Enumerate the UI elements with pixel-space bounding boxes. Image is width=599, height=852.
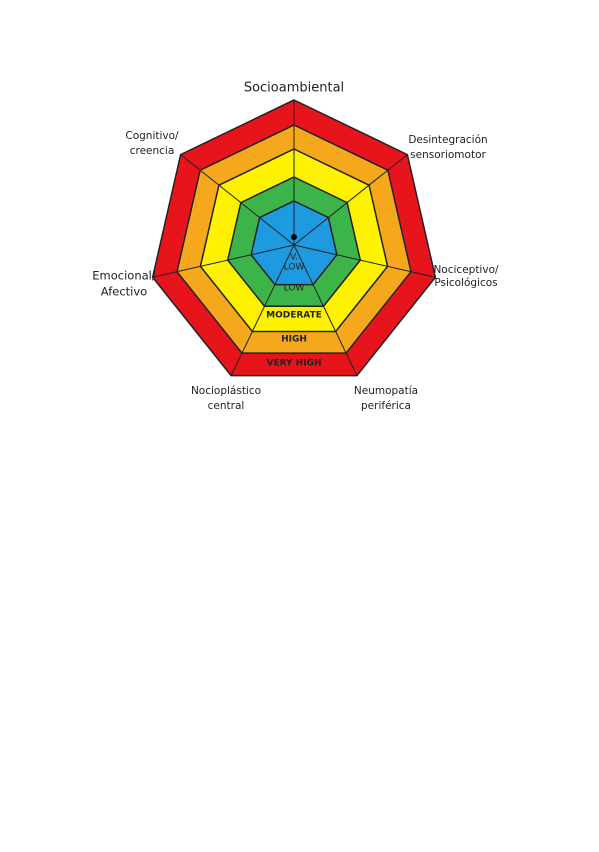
axis-label: sensoriomotor [410,149,486,161]
spoke [293,154,408,246]
axis-label: Desintegración [408,134,487,146]
axis-label: periférica [361,400,411,412]
axis-label: Emocional/ [92,269,156,283]
axis-label: Nocioplástico [191,385,261,397]
level-label: V. [290,253,298,263]
level-label: LOW [284,284,305,294]
axis-label: central [208,400,245,412]
axis-label: creencia [130,145,175,157]
spoke [152,244,295,278]
spoke [293,244,436,278]
axis-label: Psicológicos [434,277,497,289]
level-label: LOW [284,263,305,273]
axis-label: Cognitivo/ [125,130,179,142]
spoke [293,244,358,376]
level-label: VERY HIGH [266,359,321,369]
axis-label: Afectivo [101,285,147,299]
spoke [230,244,295,376]
axis-label: Neumopatía [354,385,418,397]
level-label: MODERATE [266,311,322,321]
level-label: HIGH [281,335,307,345]
axis-label: Nociceptivo/ [433,264,499,276]
center-dot [291,234,297,240]
spoke [180,154,295,246]
axis-label: Socioambiental [244,81,344,96]
